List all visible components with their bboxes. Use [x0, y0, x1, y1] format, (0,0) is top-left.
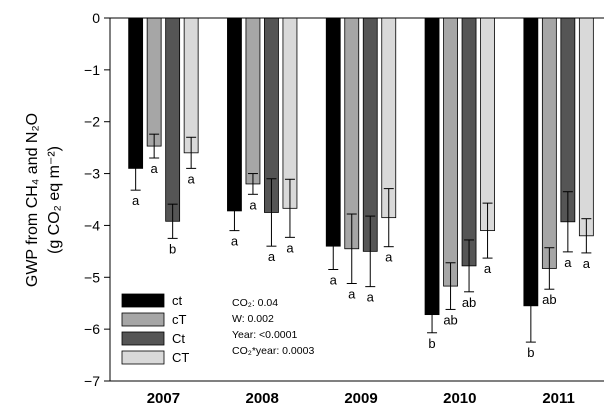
y-axis-label-line1: GWP from CH₄ and N₂O	[24, 113, 41, 287]
x-tick-label: 2010	[443, 390, 476, 407]
significance-letter: a	[132, 193, 140, 208]
y-tick-label: −1	[84, 62, 100, 78]
legend: ct cT Ct CT	[121, 293, 189, 365]
bar-cT-2010	[443, 17, 458, 287]
bar-ct-2011	[523, 17, 539, 307]
bar-ct-2009	[325, 17, 341, 247]
significance-letter: ab	[462, 295, 476, 310]
y-tick-label: 0	[92, 10, 100, 26]
x-tick-label: 2008	[246, 390, 279, 407]
y-tick-label: −4	[84, 217, 100, 233]
significance-letter: ab	[542, 292, 556, 307]
legend-label-ct: ct	[172, 293, 183, 308]
bar-Ct-2007	[165, 17, 181, 222]
legend-swatch-ct	[121, 293, 165, 308]
significance-letter: a	[330, 273, 338, 288]
x-tick-label: 2011	[542, 390, 575, 407]
significance-letter: b	[428, 336, 435, 351]
bar-CT-2011	[578, 17, 594, 237]
significance-letter: a	[188, 171, 196, 186]
legend-label-cT: cT	[172, 312, 187, 327]
significance-letter: a	[348, 287, 356, 302]
significance-letter: a	[564, 255, 572, 270]
significance-letter: a	[231, 234, 239, 249]
bar-CT-2007	[183, 17, 199, 154]
legend-swatch-cT	[121, 312, 165, 327]
y-tick-label: −6	[84, 321, 100, 337]
stats-annotation: CO₂: 0.04 W: 0.002 Year: <0.0001 CO₂*year: …	[232, 297, 314, 357]
y-tick-label: −2	[84, 114, 100, 130]
bar-ct-2008	[227, 17, 242, 212]
bar-ct-2010	[424, 17, 440, 316]
bar-cT-2008	[245, 17, 261, 185]
stats-line: CO₂*year: 0.0003	[232, 345, 314, 357]
legend-swatch-Ct	[121, 331, 165, 346]
y-tick-label: −5	[84, 269, 100, 285]
y-axis-label-line2: (g CO₂ eq m⁻²)	[46, 146, 63, 254]
significance-letter: a	[249, 197, 257, 212]
x-tick-label: 2009	[344, 390, 377, 407]
bar-cT-2007	[146, 17, 162, 147]
significance-letter: b	[169, 241, 176, 256]
y-tick-label: −3	[84, 166, 100, 182]
bar-CT-2010	[480, 17, 495, 232]
significance-letter: a	[268, 249, 276, 264]
significance-letter: b	[527, 345, 534, 360]
bar-Ct-2010	[461, 17, 477, 267]
significance-letter: a	[367, 290, 375, 305]
y-tick-label: −7	[84, 373, 100, 389]
bar-ct-2007	[128, 17, 144, 169]
stats-line: CO₂: 0.04	[232, 297, 278, 309]
stats-line: W: 0.002	[232, 313, 274, 325]
significance-letter: a	[151, 161, 159, 176]
bar-CT-2009	[381, 17, 397, 219]
significance-letter: a	[286, 240, 294, 255]
x-tick-label: 2007	[147, 390, 180, 407]
significance-letter: ab	[443, 312, 457, 327]
legend-swatch-CT	[121, 350, 165, 365]
legend-label-CT: CT	[172, 350, 189, 365]
significance-letter: a	[583, 256, 591, 271]
legend-label-Ct: Ct	[172, 331, 185, 346]
stats-line: Year: <0.0001	[232, 329, 297, 341]
significance-letter: a	[484, 261, 492, 276]
bar-cT-2011	[541, 17, 557, 269]
significance-letter: a	[385, 250, 393, 265]
